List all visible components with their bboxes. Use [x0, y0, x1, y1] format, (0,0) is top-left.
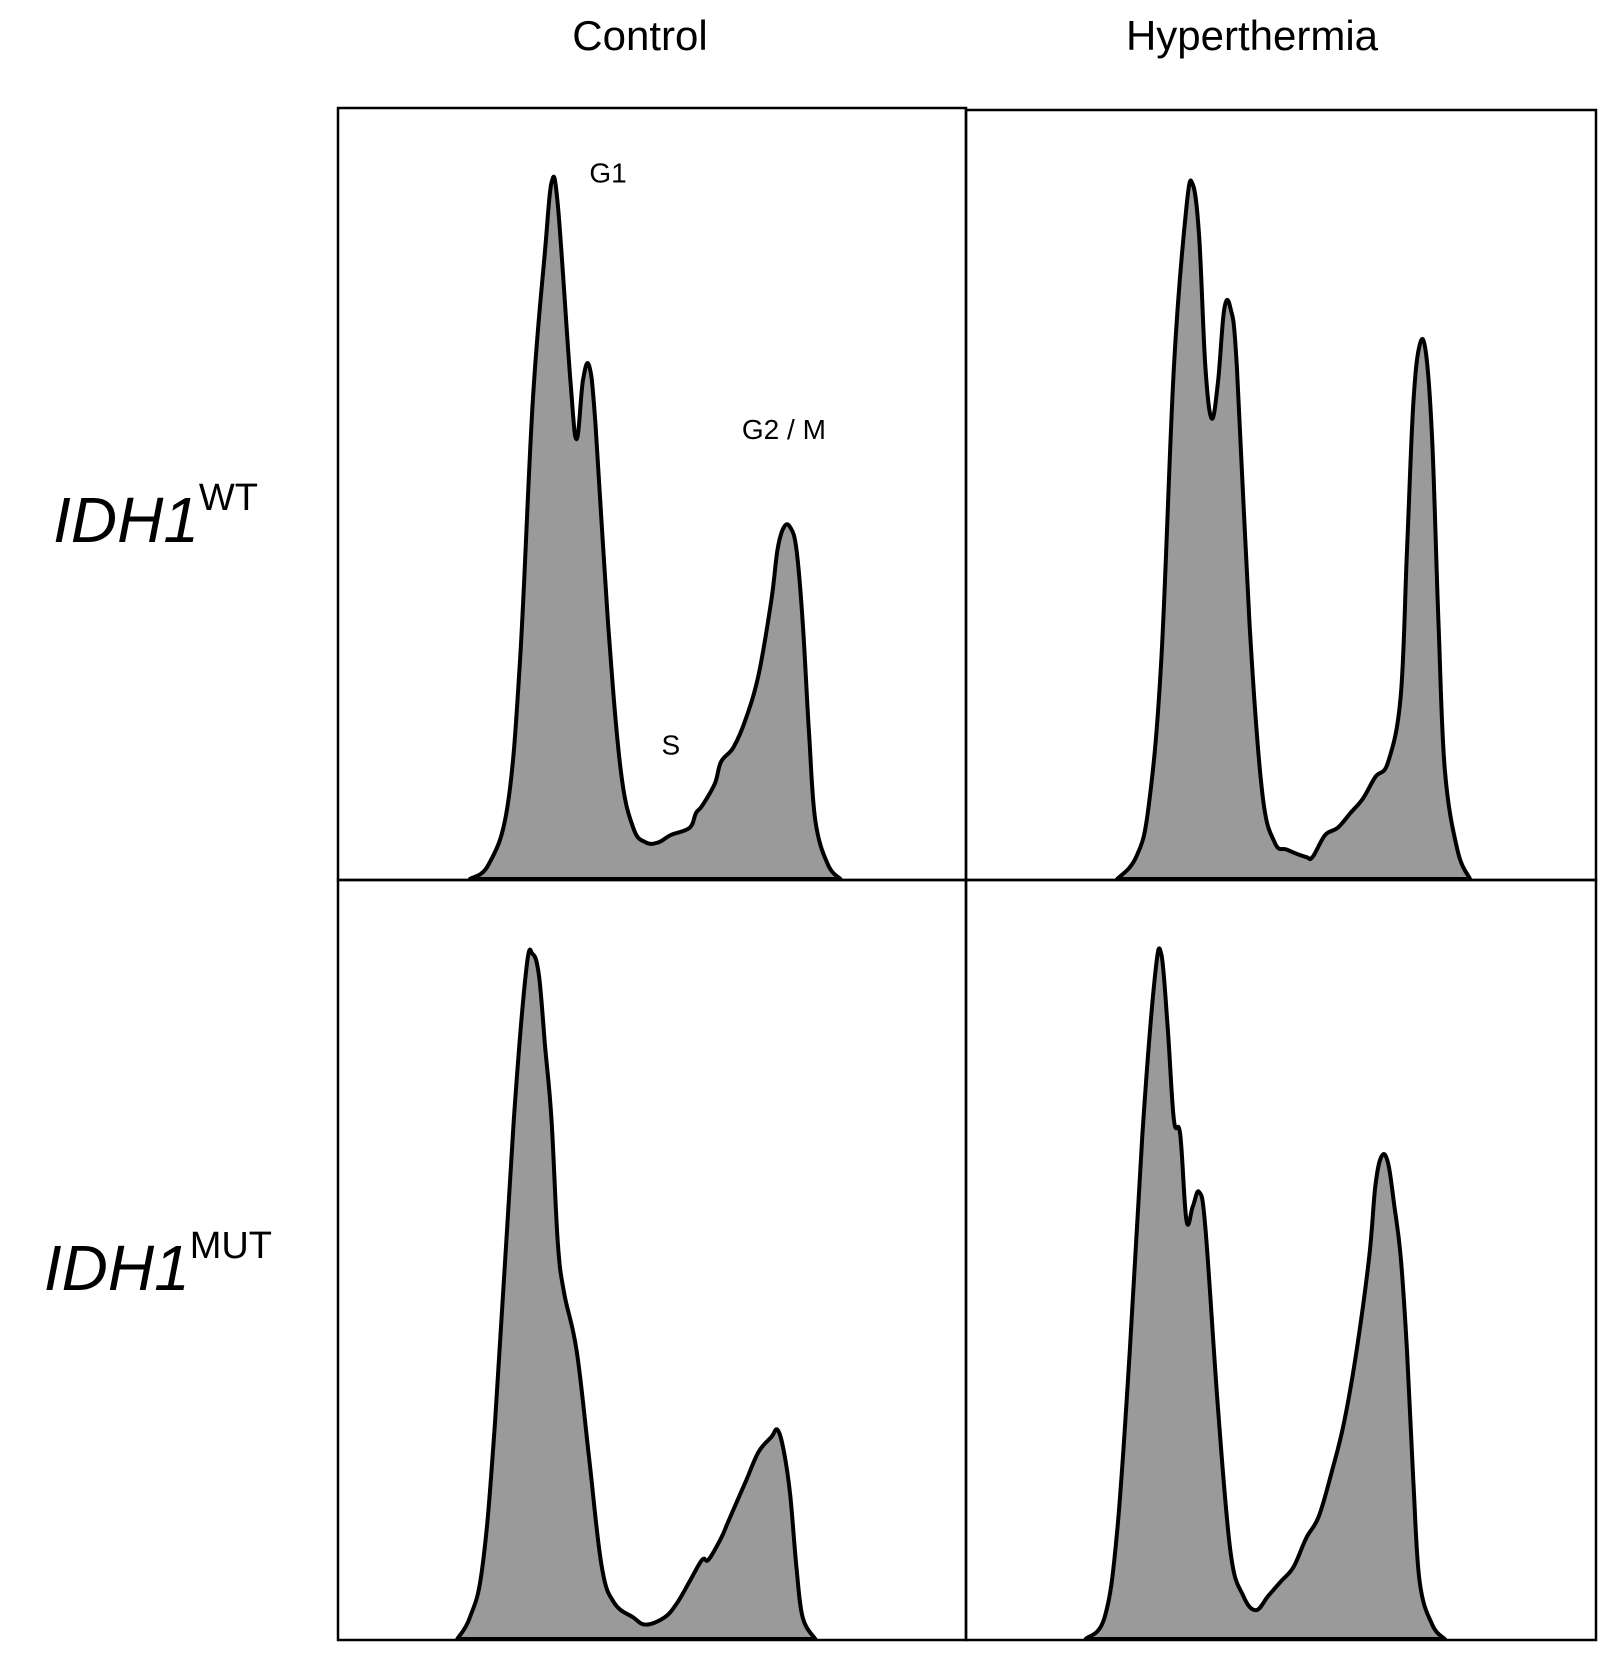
panel-mut-control [336, 878, 968, 1642]
phase-annotation-s: S [661, 729, 680, 760]
column-title-hyperthermia: Hyperthermia [1126, 12, 1379, 59]
histogram-series [467, 174, 843, 881]
histogram-series [1083, 946, 1447, 1641]
panel-frame [336, 106, 968, 882]
row-label-mut-superscript: MUT [190, 1225, 272, 1267]
panel-frame [964, 878, 1598, 1642]
row-label-mut-main: IDH1 [44, 1232, 190, 1304]
column-title-control: Control [572, 12, 707, 59]
row-label-mut: IDH1MUT [44, 1225, 272, 1304]
panel-wt-control: G1 S G2 / M [336, 106, 968, 882]
panel-wt-hyperthermia [964, 108, 1598, 882]
phase-annotation-g2m: G2 / M [742, 414, 826, 445]
panel-frame [964, 108, 1598, 882]
row-label-wt-superscript: WT [199, 477, 258, 519]
phase-annotation-g1: G1 [589, 158, 626, 189]
histogram-series [455, 947, 818, 1641]
panel-frame [336, 878, 968, 1642]
panel-mut-hyperthermia [964, 878, 1598, 1642]
row-label-wt: IDH1WT [53, 477, 258, 556]
row-label-wt-main: IDH1 [53, 484, 199, 556]
histogram-series [1115, 178, 1472, 881]
